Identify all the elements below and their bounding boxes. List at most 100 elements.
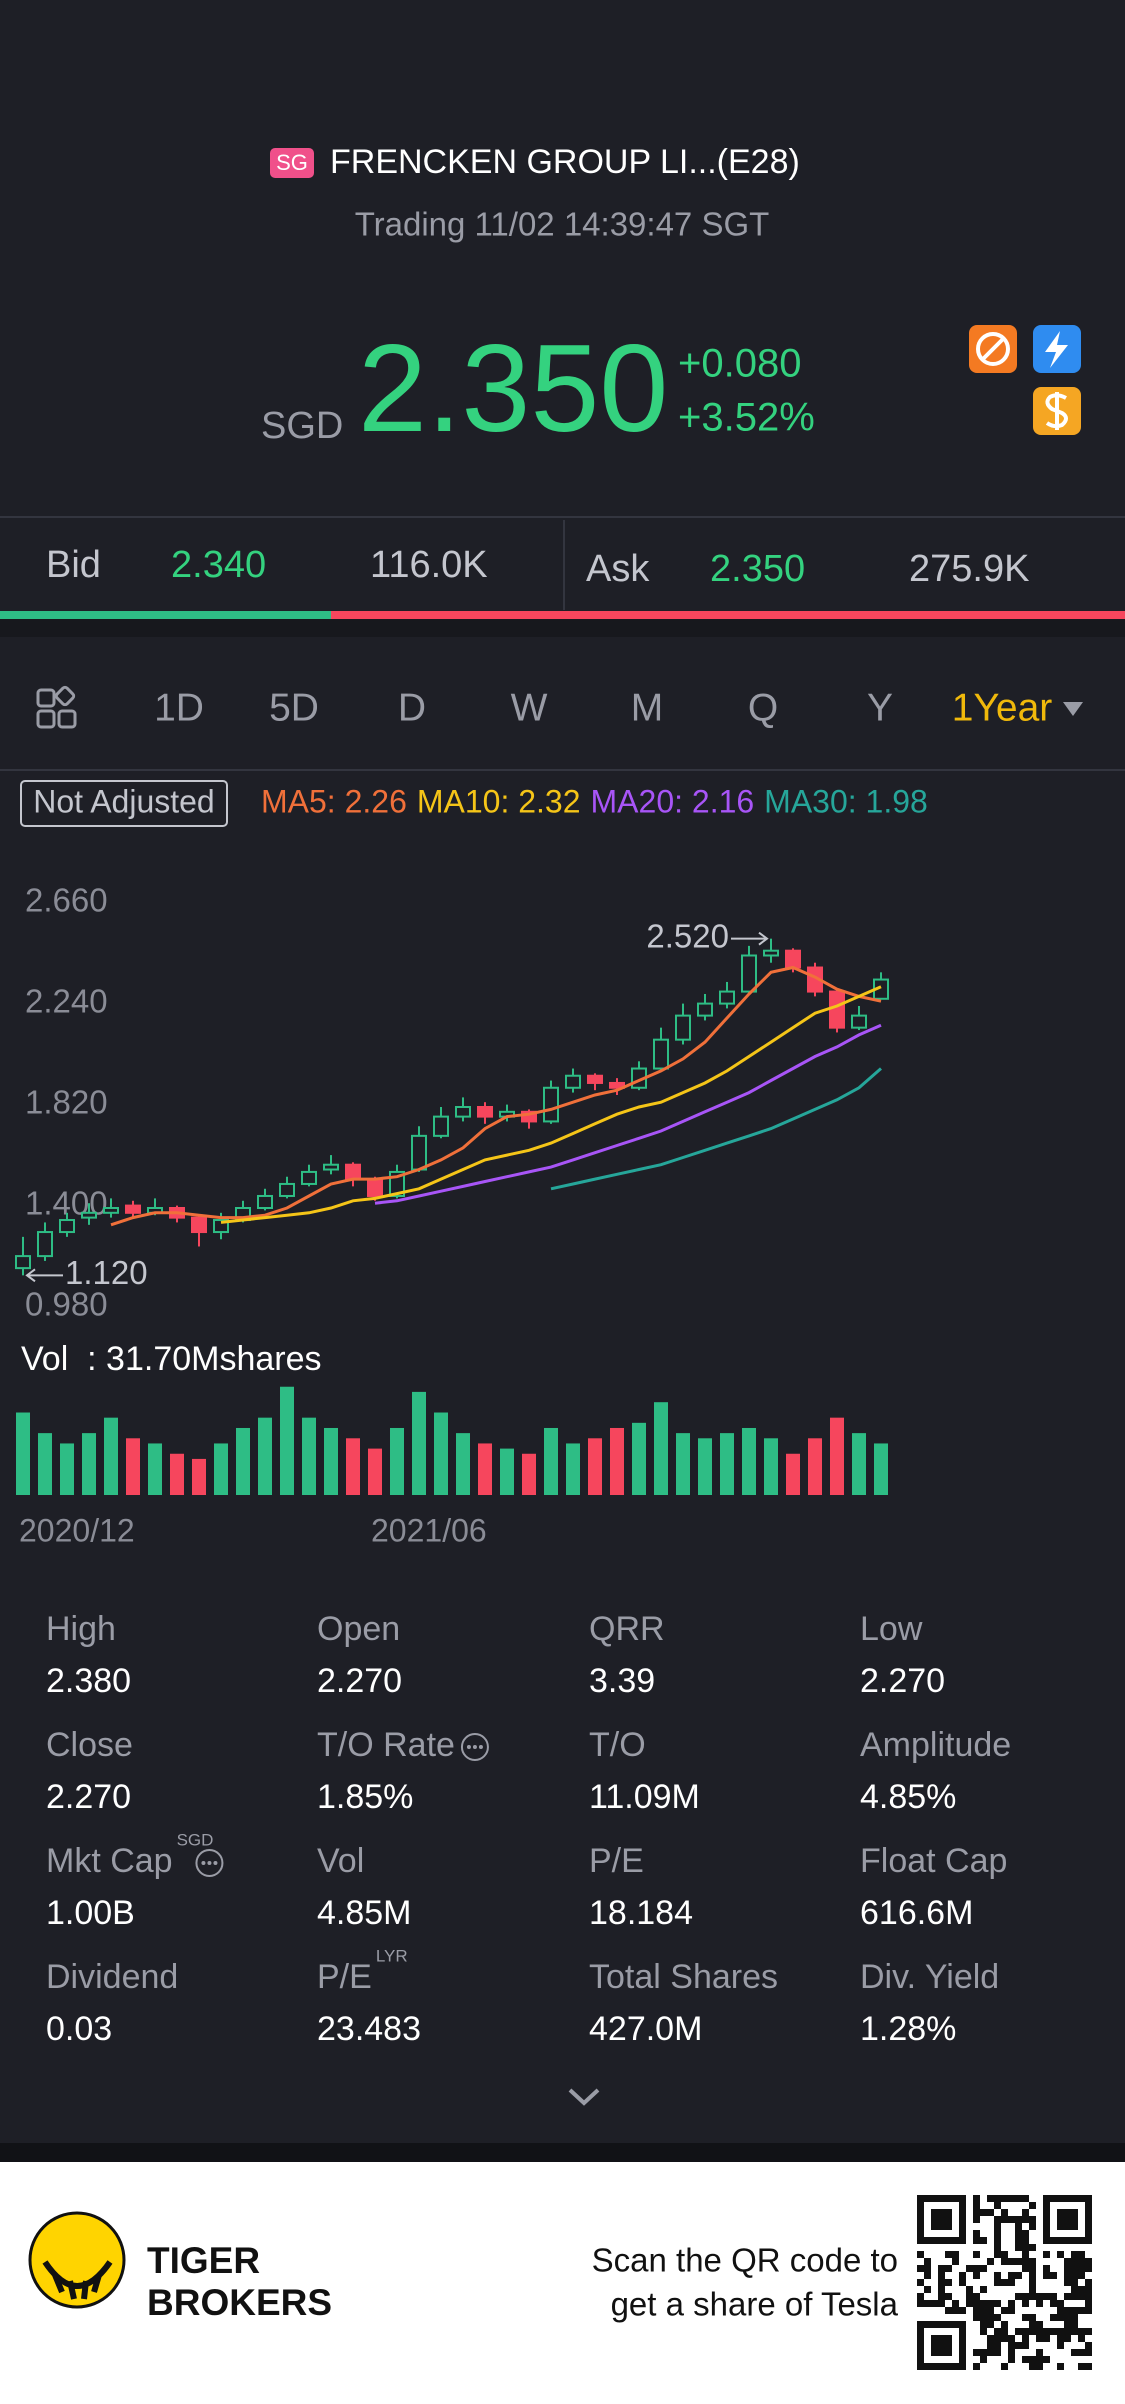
- candle-body: [257, 1194, 273, 1210]
- volume-bar: [874, 1443, 888, 1495]
- info-dot: [466, 1745, 471, 1749]
- stock-title: FRENCKEN GROUP LI...(E28): [330, 143, 800, 181]
- separator: [0, 2143, 1125, 2162]
- period-tab[interactable]: 5D: [269, 686, 319, 729]
- candle-body: [125, 1204, 141, 1214]
- candle-body: [653, 1038, 669, 1070]
- kline-chart: MA5: 2.26 MA10: 2.32 MA20: 2.16 MA30: 1.98 2…: [15, 783, 928, 1548]
- x-tick-label: 2021/06: [371, 1512, 487, 1548]
- icon-glyph: [1045, 331, 1068, 368]
- volume-bar: [214, 1443, 228, 1495]
- candle-body: [279, 1182, 295, 1197]
- y-tick-label: 2.240: [25, 983, 108, 1020]
- volume-bar: [302, 1417, 316, 1495]
- candle-body: [719, 990, 735, 1005]
- period-tab[interactable]: D: [398, 686, 426, 729]
- stats-grid: High 2.380 Open 2.270 QRR 3.39 Low 2.270 Close 2.…: [46, 1610, 1011, 2048]
- brand-line2: BROKERS: [147, 2282, 332, 2323]
- brand-line1: TIGER: [147, 2240, 260, 2281]
- candle-body: [851, 1014, 867, 1029]
- y-tick-label: 0.980: [25, 1286, 108, 1323]
- candle-body: [15, 1255, 31, 1270]
- annotation-arrow: [25, 1268, 63, 1283]
- stat-label: QRR: [589, 1610, 665, 1648]
- ma-line: [110, 965, 882, 1227]
- candle-body: [345, 1163, 361, 1181]
- tiger-logo: [28, 2211, 126, 2309]
- icon-glyph: [1045, 392, 1068, 430]
- period-tab[interactable]: Q: [748, 686, 778, 729]
- candle-body: [411, 1134, 427, 1171]
- candle-body: [829, 990, 845, 1029]
- period-tab[interactable]: M: [631, 686, 664, 729]
- ma-legend: MA5: 2.26: [261, 783, 407, 819]
- bid-ratio: [0, 611, 331, 619]
- volume-bar: [632, 1422, 646, 1495]
- trading-status: Trading 11/02 14:39:47 SGT: [355, 206, 770, 243]
- volume-bar: [126, 1438, 140, 1495]
- tiger-stripes: [42, 2260, 113, 2300]
- stat-label: Mkt Cap: [46, 1842, 173, 1880]
- x-tick-label: 2020/12: [19, 1512, 135, 1548]
- stat-value: 4.85M: [317, 1894, 412, 1932]
- stat-label: Float Cap: [860, 1842, 1007, 1880]
- icon-cell: [54, 685, 76, 707]
- candle-body: [323, 1163, 339, 1171]
- period-tab[interactable]: Y: [867, 686, 893, 729]
- annotation-arrow: [758, 931, 769, 946]
- stat-value: 2.380: [46, 1662, 131, 1700]
- candle-body: [433, 1115, 449, 1137]
- period-tab[interactable]: 1D: [154, 686, 204, 729]
- period-tab[interactable]: 1Year: [952, 686, 1053, 729]
- stat-label: P/E: [589, 1842, 644, 1880]
- info-icon[interactable]: [195, 1849, 224, 1877]
- adjust-box[interactable]: [20, 780, 228, 827]
- stat-label: Close: [46, 1726, 133, 1764]
- stat-label: Div. Yield: [860, 1958, 999, 1996]
- candle-body: [675, 1014, 691, 1041]
- icon-cell: [36, 688, 56, 708]
- stat-label: Vol: [317, 1842, 364, 1880]
- volume-bar: [500, 1448, 514, 1495]
- stat-value: 1.85%: [317, 1778, 413, 1816]
- badge-bg: [270, 148, 314, 178]
- volume-bar: [16, 1412, 30, 1495]
- stat-sup: LYR: [376, 1946, 408, 1965]
- volume-bar: [104, 1417, 118, 1495]
- candle-body: [785, 949, 801, 969]
- info-icon[interactable]: [460, 1733, 489, 1761]
- icon-cell: [36, 709, 56, 729]
- y-tick-label: 1.820: [25, 1084, 108, 1121]
- change: +0.080: [678, 342, 801, 386]
- bid-label: Bid: [46, 544, 101, 586]
- info-dot: [207, 1861, 212, 1865]
- badge: SG: [276, 150, 308, 175]
- period-tab[interactable]: W: [511, 686, 548, 729]
- info-dot: [213, 1861, 218, 1865]
- high-label: 2.520: [646, 917, 729, 954]
- candle-body: [37, 1231, 53, 1258]
- ask-size: 275.9K: [909, 548, 1029, 590]
- stat-value: 18.184: [589, 1894, 693, 1932]
- bid-size: 116.0K: [370, 544, 488, 586]
- expand-chevron[interactable]: [568, 2088, 600, 2106]
- stat-value: 1.28%: [860, 2010, 956, 2048]
- adjust-label[interactable]: Not Adjusted: [33, 783, 214, 819]
- volume-bar: [852, 1433, 866, 1495]
- layout-icon[interactable]: [36, 685, 77, 729]
- candle-body: [741, 954, 757, 993]
- volume-bar: [324, 1427, 338, 1495]
- change-pct: +3.52%: [678, 396, 815, 440]
- stat-value: 2.270: [46, 1778, 131, 1816]
- dropdown-arrow[interactable]: [1063, 702, 1083, 716]
- volume-bar: [60, 1443, 74, 1495]
- volume-bar: [544, 1427, 558, 1495]
- candle-body: [609, 1081, 625, 1089]
- promo-line1: Scan the QR code to: [592, 2242, 898, 2279]
- info-dot: [472, 1745, 477, 1749]
- volume-bar: [38, 1433, 52, 1495]
- stat-label: T/O Rate: [317, 1726, 455, 1764]
- volume-bar: [390, 1427, 404, 1495]
- volume-bar: [566, 1443, 580, 1495]
